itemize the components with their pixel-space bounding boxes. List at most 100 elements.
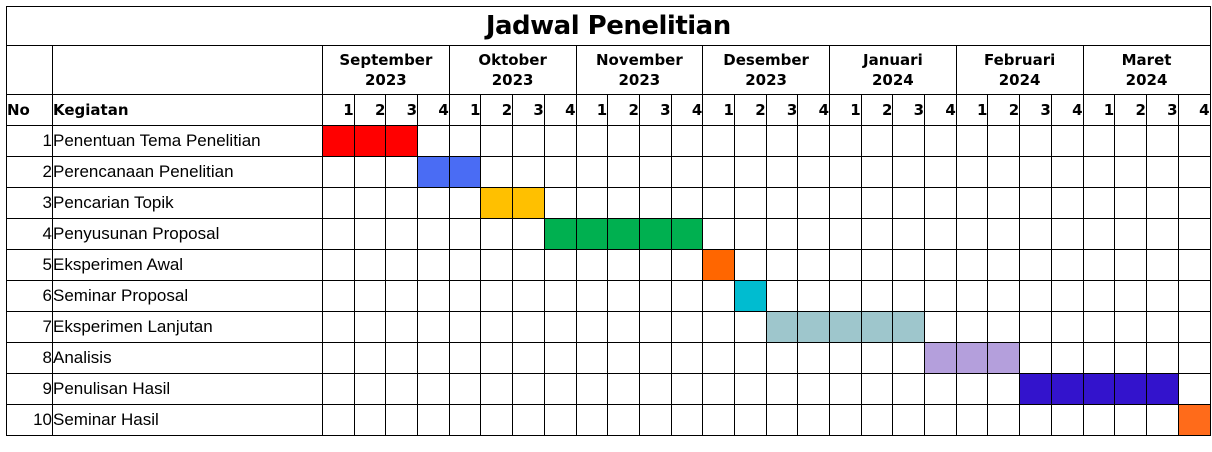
empty-week-cell xyxy=(353,218,387,250)
empty-week-cell xyxy=(702,125,735,157)
empty-week-cell xyxy=(353,187,387,219)
empty-week-cell xyxy=(322,249,355,281)
empty-week-cell xyxy=(353,342,387,374)
empty-week-cell xyxy=(417,373,450,405)
empty-week-cell xyxy=(765,280,799,312)
gantt-bar-cell xyxy=(860,311,894,343)
gantt-bar-cell xyxy=(1050,373,1084,405)
empty-week-cell xyxy=(1082,342,1116,374)
empty-week-cell xyxy=(1177,311,1211,343)
empty-week-cell xyxy=(1019,311,1052,343)
week-number: 2 xyxy=(607,94,640,126)
month-year: 2023 xyxy=(365,71,407,89)
empty-week-cell xyxy=(417,218,450,250)
empty-week-cell xyxy=(638,187,672,219)
empty-week-cell xyxy=(448,249,482,281)
activity-header: Kegiatan xyxy=(52,94,323,126)
empty-week-cell xyxy=(892,280,926,312)
empty-week-cell xyxy=(1082,156,1116,188)
activity-row: 3 Pencarian Topik xyxy=(6,187,1211,219)
activity-name: Pencarian Topik xyxy=(52,187,323,219)
empty-week-cell xyxy=(1082,218,1116,250)
empty-week-cell xyxy=(385,311,419,343)
empty-week-cell xyxy=(1050,125,1084,157)
empty-week-cell xyxy=(860,249,894,281)
empty-week-cell xyxy=(353,404,387,436)
empty-week-cell xyxy=(1177,249,1211,281)
empty-week-cell xyxy=(322,280,355,312)
empty-week-cell xyxy=(733,311,767,343)
empty-week-cell xyxy=(638,373,672,405)
empty-week-cell xyxy=(607,404,640,436)
empty-week-cell xyxy=(1082,404,1116,436)
week-number: 2 xyxy=(860,94,894,126)
empty-week-cell xyxy=(607,280,640,312)
empty-week-cell xyxy=(1145,249,1179,281)
empty-week-cell xyxy=(670,156,704,188)
activity-number: 10 xyxy=(6,404,53,436)
empty-week-cell xyxy=(829,373,862,405)
gantt-table: Jadwal Penelitian September 2023 Oktober 20… xyxy=(6,6,1211,436)
empty-week-cell xyxy=(638,156,672,188)
empty-week-cell xyxy=(512,218,545,250)
empty-week-cell xyxy=(860,373,894,405)
gantt-bar-cell xyxy=(1082,373,1116,405)
empty-week-cell xyxy=(892,404,926,436)
empty-week-cell xyxy=(607,311,640,343)
empty-week-cell xyxy=(512,342,545,374)
gantt-bar-cell xyxy=(1019,373,1052,405)
empty-week-cell xyxy=(924,311,957,343)
empty-week-cell xyxy=(924,218,957,250)
empty-week-cell xyxy=(543,373,577,405)
week-number: 1 xyxy=(829,94,862,126)
empty-week-cell xyxy=(1082,187,1116,219)
gantt-bar-cell xyxy=(924,342,957,374)
empty-week-cell xyxy=(702,156,735,188)
empty-week-cell xyxy=(1019,404,1052,436)
empty-week-cell xyxy=(448,311,482,343)
empty-week-cell xyxy=(702,280,735,312)
empty-week-cell xyxy=(733,342,767,374)
empty-week-cell xyxy=(1145,218,1179,250)
title-row: Jadwal Penelitian xyxy=(6,6,1211,46)
empty-week-cell xyxy=(480,218,514,250)
empty-week-cell xyxy=(924,187,957,219)
empty-week-cell xyxy=(1114,156,1147,188)
empty-week-cell xyxy=(765,342,799,374)
empty-week-cell xyxy=(385,404,419,436)
activity-number: 4 xyxy=(6,218,53,250)
empty-week-cell xyxy=(607,187,640,219)
empty-week-cell xyxy=(1019,280,1052,312)
empty-week-cell xyxy=(322,187,355,219)
month-header: November 2023 xyxy=(575,45,704,95)
empty-week-cell xyxy=(1114,280,1147,312)
empty-week-cell xyxy=(1177,218,1211,250)
empty-week-cell xyxy=(733,125,767,157)
empty-week-cell xyxy=(987,280,1021,312)
empty-week-cell xyxy=(1050,249,1084,281)
empty-week-cell xyxy=(955,187,989,219)
empty-week-cell xyxy=(607,249,640,281)
empty-week-cell xyxy=(987,249,1021,281)
empty-week-cell xyxy=(733,404,767,436)
empty-week-cell xyxy=(1114,311,1147,343)
empty-week-cell xyxy=(1050,218,1084,250)
month-year: 2023 xyxy=(491,71,534,89)
gantt-bar-cell xyxy=(733,280,767,312)
empty-week-cell xyxy=(924,373,957,405)
week-number: 2 xyxy=(987,94,1021,126)
activity-number: 1 xyxy=(6,125,53,157)
gantt-bar-cell xyxy=(417,156,450,188)
empty-week-cell xyxy=(892,249,926,281)
empty-week-cell xyxy=(924,249,957,281)
gantt-bar-cell xyxy=(670,218,704,250)
month-name: September xyxy=(339,51,433,69)
empty-week-cell xyxy=(480,342,514,374)
empty-week-cell xyxy=(1114,187,1147,219)
activity-row: 6 Seminar Proposal xyxy=(6,280,1211,312)
empty-week-cell xyxy=(1177,373,1211,405)
week-number: 2 xyxy=(353,94,387,126)
month-header: Desember 2023 xyxy=(702,45,830,95)
empty-week-cell xyxy=(765,187,799,219)
